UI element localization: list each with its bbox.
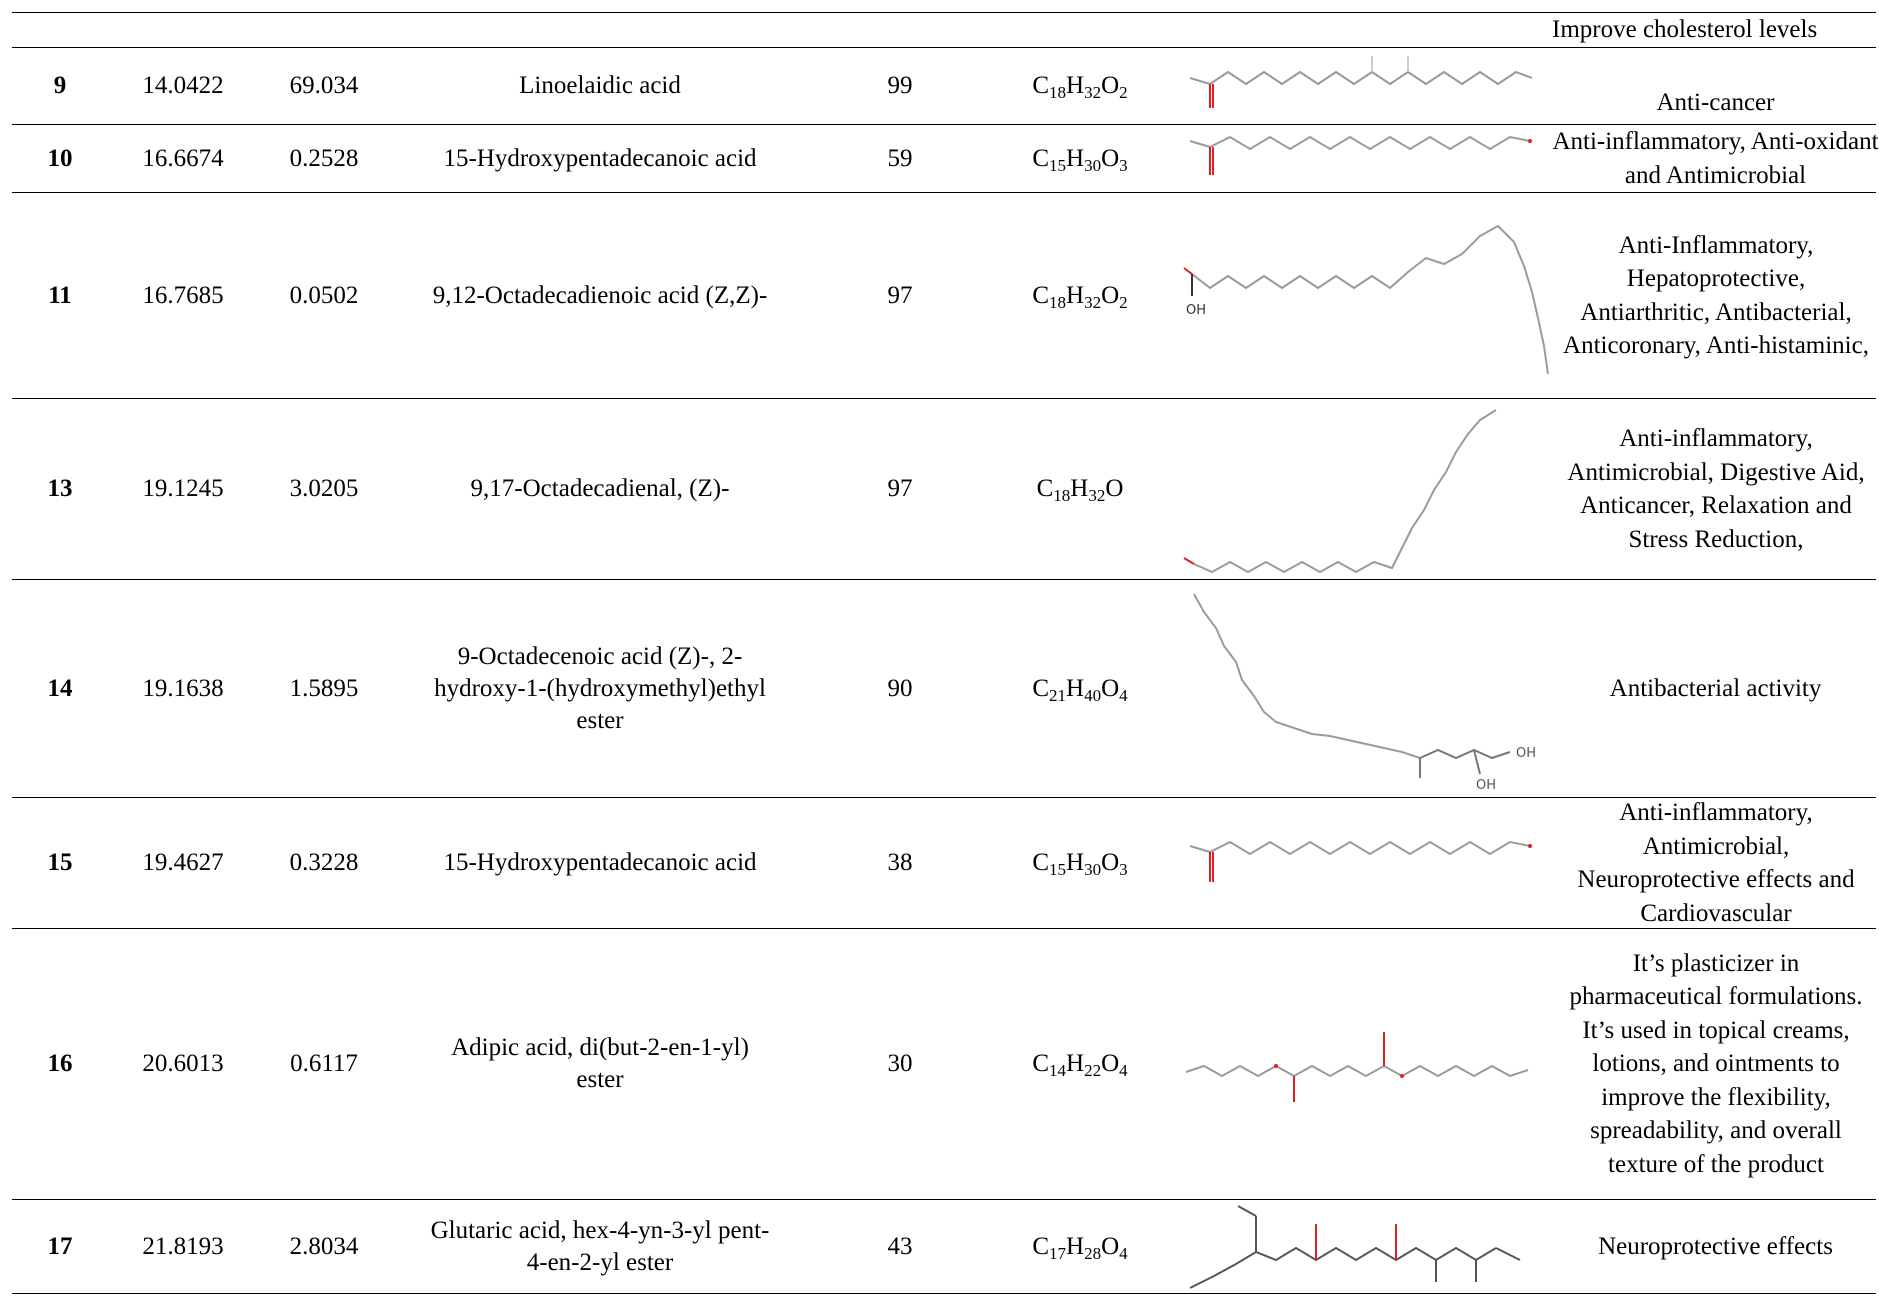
retention-time: 20.6013: [142, 1050, 224, 1077]
retention-time: 14.0422: [142, 72, 224, 99]
peak-area: 0.0502: [289, 281, 359, 309]
compound-number: 9: [53, 72, 67, 99]
peak-area: 69.034: [289, 72, 359, 99]
hydroxypentadecanoic-acid-structure: [1180, 127, 1540, 189]
activity-cell: Anti-Inflammatory, Hepatoprotective, Ant…: [1563, 231, 1869, 360]
molecular-formula: C18H32O2: [1032, 72, 1128, 102]
activity-cell: Anti-inflammatory, Anti-oxidant and Anti…: [1552, 128, 1879, 189]
match-probability: 90: [887, 674, 913, 702]
retention-time: 16.7685: [142, 281, 224, 309]
activity-cell: Improve cholesterol levels: [1552, 16, 1818, 43]
match-probability: 97: [887, 281, 913, 309]
hydroxypentadecanoic-acid-structure: [1180, 830, 1540, 896]
activity-cell: Anti-inflammatory, Antimicrobial, Digest…: [1567, 425, 1865, 553]
molecular-formula: C18H32O2: [1032, 281, 1128, 312]
compound-name: 9,17-Octadecadienal, (Z)-: [470, 475, 730, 502]
molecular-formula: C21H40O4: [1032, 674, 1128, 705]
peak-area: 1.5895: [289, 674, 359, 702]
peak-area: 0.2528: [289, 144, 359, 172]
octadecadienal-structure: [1180, 402, 1540, 577]
activity-cell: Antibacterial activity: [1609, 674, 1822, 702]
peak-area: 0.3228: [289, 849, 359, 876]
molecular-formula: C17H28O4: [1032, 1232, 1128, 1263]
molecular-formula: C15H30O3: [1032, 144, 1128, 175]
match-probability: 43: [887, 1232, 913, 1260]
match-probability: 99: [887, 72, 913, 99]
octadecadienoic-acid-structure: OH: [1180, 196, 1550, 396]
peak-area: 3.0205: [289, 475, 359, 502]
compound-number: 11: [48, 281, 72, 309]
molecular-formula: C14H22O4: [1032, 1050, 1128, 1080]
compound-name: Adipic acid, di(but-2-en-1-yl) ester: [451, 1034, 749, 1093]
table-rule: [12, 192, 1876, 193]
compound-name: Glutaric acid, hex-4-yn-3-yl pent-4-en-2…: [430, 1216, 770, 1276]
table-rule: [12, 928, 1876, 929]
svg-text:OH: OH: [1476, 778, 1496, 793]
adipic-ester-structure: [1180, 1020, 1540, 1120]
retention-time: 19.4627: [142, 849, 224, 876]
activity-cell: Neuroprotective effects: [1598, 1232, 1833, 1260]
match-probability: 59: [887, 144, 913, 172]
retention-time: 19.1245: [142, 475, 224, 502]
retention-time: 19.1638: [142, 674, 224, 702]
table-rule: [12, 398, 1876, 399]
monoolein-structure: OH OH: [1180, 582, 1540, 794]
compound-number: 15: [47, 849, 73, 876]
glutaric-ester-structure: [1180, 1202, 1540, 1292]
compound-name: 15-Hydroxypentadecanoic acid: [443, 144, 757, 172]
compound-number: 13: [47, 475, 73, 502]
compound-number: 17: [47, 1232, 73, 1260]
svg-text:OH: OH: [1186, 303, 1206, 318]
match-probability: 30: [887, 1050, 913, 1077]
table-rule: [12, 12, 1876, 13]
table-rule: [12, 1199, 1876, 1200]
molecular-formula: C15H30O3: [1032, 849, 1128, 879]
table-rule: [12, 47, 1876, 48]
match-probability: 97: [887, 475, 913, 502]
activity-cell: Anti-cancer: [1656, 89, 1775, 116]
svg-text:OH: OH: [1516, 746, 1536, 761]
activity-cell: Anti-inflammatory, Antimicrobial, Neurop…: [1577, 799, 1855, 927]
peak-area: 2.8034: [289, 1232, 359, 1260]
compound-number: 14: [47, 674, 73, 702]
match-probability: 38: [887, 849, 913, 876]
activity-cell: It’s plasticizer in pharmaceutical formu…: [1569, 949, 1863, 1178]
compound-name: Linoelaidic acid: [519, 72, 681, 99]
table-rule: [12, 124, 1876, 125]
compound-name: 9,12-Octadecadienoic acid (Z,Z)-: [432, 281, 768, 309]
molecular-formula: C18H32O: [1036, 475, 1124, 505]
compound-number: 16: [47, 1050, 73, 1077]
linoelaidic-acid-structure: [1180, 50, 1540, 122]
retention-time: 21.8193: [142, 1232, 224, 1260]
peak-area: 0.6117: [290, 1050, 358, 1077]
compound-name: 9-Octadecenoic acid (Z)-, 2-hydroxy-1-(h…: [434, 642, 766, 734]
compound-number: 10: [47, 144, 73, 172]
table-rule: [12, 579, 1876, 580]
retention-time: 16.6674: [142, 144, 224, 172]
table-rule: [12, 1293, 1876, 1294]
compound-name: 15-Hydroxypentadecanoic acid: [443, 849, 757, 876]
table-rule: [12, 797, 1876, 798]
